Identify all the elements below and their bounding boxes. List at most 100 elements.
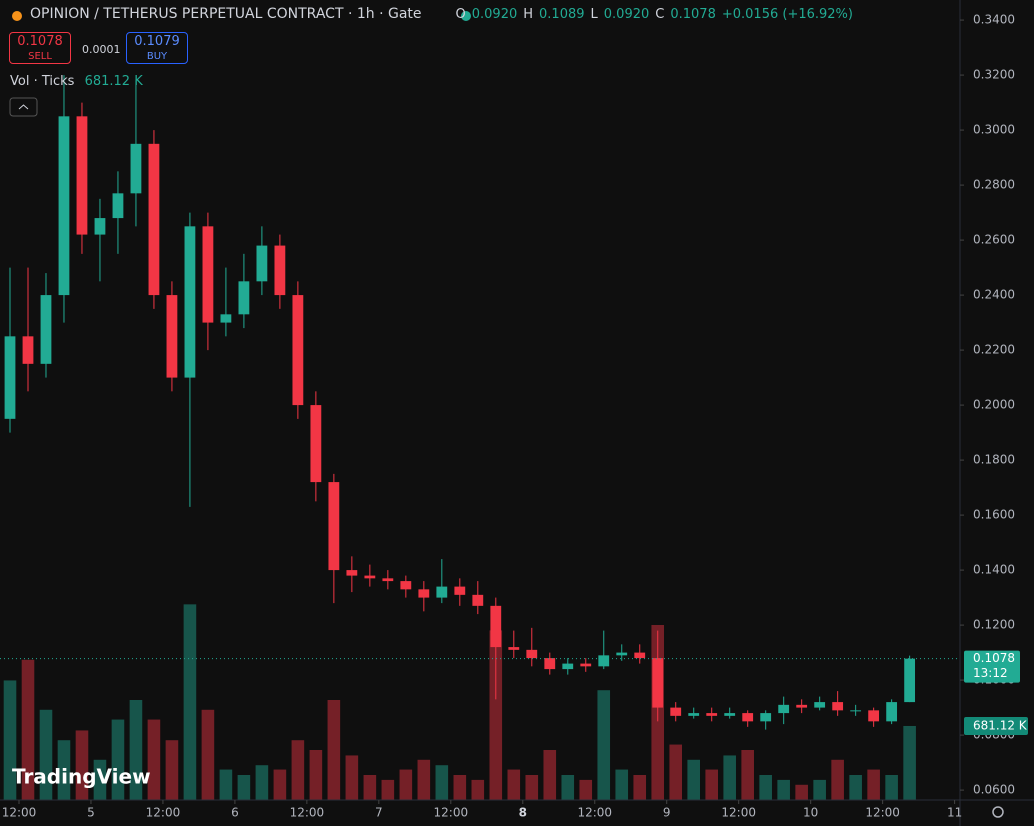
x-tick-label: 12:00 <box>146 806 181 820</box>
y-tick-label: 0.2000 <box>973 398 1015 412</box>
volume-bar <box>327 700 341 800</box>
collapse-button[interactable] <box>9 97 38 117</box>
volume-bar <box>255 765 269 800</box>
candle-body <box>58 116 70 296</box>
y-tick-label: 0.3000 <box>973 123 1015 137</box>
x-tick-label: 7 <box>375 806 383 820</box>
y-tick-label: 0.0600 <box>973 783 1015 797</box>
buy-label: BUY <box>146 51 168 62</box>
ohlc-value: 0.0920 <box>471 6 518 22</box>
candle-body <box>22 336 34 364</box>
y-tick-label: 0.1600 <box>973 508 1015 522</box>
volume-bar <box>435 765 449 800</box>
volume-bar <box>579 779 593 800</box>
symbol-icon <box>12 11 22 21</box>
y-tick-label: 0.2800 <box>973 178 1015 192</box>
volume-bar <box>507 769 521 800</box>
x-tick-label: 12:00 <box>290 806 325 820</box>
x-tick-label: 9 <box>663 806 671 820</box>
buy-price: 0.1079 <box>134 34 180 49</box>
candle-body <box>382 578 394 582</box>
ohlc-key: C <box>655 6 665 22</box>
candle-body <box>706 713 718 716</box>
volume-bar <box>723 755 736 800</box>
plot-area <box>3 75 916 800</box>
candle-body <box>904 658 916 703</box>
candle-body <box>292 295 304 406</box>
volume-bar <box>849 775 862 800</box>
volume-bar <box>417 759 431 800</box>
volume-bar <box>129 700 143 800</box>
sell-label: SELL <box>28 51 52 62</box>
x-tick-label: 12:00 <box>577 806 612 820</box>
volume-bar <box>219 769 233 800</box>
y-tick-label: 0.3400 <box>973 13 1015 27</box>
ohlc-value: 0.1089 <box>539 6 585 22</box>
candle-body <box>778 704 790 714</box>
candle-body <box>310 405 322 483</box>
volume-bar <box>633 775 647 800</box>
candle-body <box>436 586 448 598</box>
volume-bar <box>75 730 89 800</box>
candle-body <box>184 226 196 378</box>
volume-bar <box>183 604 197 800</box>
x-tick-label: 12:00 <box>434 806 469 820</box>
countdown-label: 13:12 <box>973 666 1008 680</box>
volume-bar <box>687 759 701 800</box>
ohlc-key: L <box>590 6 598 22</box>
candle-body <box>508 647 520 650</box>
volume-bar <box>885 775 898 800</box>
volume-bar <box>453 775 467 800</box>
candle-body <box>796 704 808 708</box>
sell-button[interactable]: 0.1078 SELL <box>9 32 71 64</box>
candle-body <box>130 143 142 194</box>
candle-body <box>454 586 466 595</box>
spread: 0.0001 <box>82 43 121 56</box>
candle-body <box>148 143 160 296</box>
ohlc-key: H <box>523 6 534 22</box>
volume-bar <box>759 775 772 800</box>
volume-legend-label: Vol · Ticks <box>10 74 75 89</box>
candle-body <box>544 658 556 670</box>
candle-body <box>850 710 862 712</box>
candle-body <box>634 652 646 659</box>
header: OPINION / TETHERUS PERPETUAL CONTRACT · … <box>12 6 853 22</box>
candle-body <box>598 655 610 667</box>
candle-body <box>886 702 898 722</box>
volume-bar <box>813 779 826 800</box>
volume-bar <box>597 690 611 800</box>
branding: TradingView <box>12 765 151 789</box>
volume-bar <box>93 759 107 800</box>
y-tick-label: 0.2200 <box>973 343 1015 357</box>
candle-body <box>346 570 358 576</box>
volume-bar <box>201 709 215 800</box>
volume-bar <box>39 709 53 800</box>
candle-body <box>238 281 250 315</box>
candle-body <box>688 713 700 716</box>
buy-button[interactable]: 0.1079 BUY <box>126 32 188 64</box>
volume-bar <box>525 775 539 800</box>
y-tick-label: 0.2400 <box>973 288 1015 302</box>
settings-icon[interactable] <box>992 806 1004 818</box>
volume-legend: Vol · Ticks 681.12 K <box>10 74 143 89</box>
candle-body <box>814 702 826 708</box>
volume-bar <box>3 680 17 800</box>
change: +0.0156 (+16.92%) <box>721 6 853 22</box>
volume-bar <box>399 769 413 800</box>
volume-bar <box>273 769 287 800</box>
volume-bar <box>705 769 719 800</box>
volume-label: 681.12 K <box>973 718 1028 732</box>
y-tick-label: 0.3200 <box>973 68 1015 82</box>
candle-body <box>832 702 844 711</box>
candle-body <box>364 575 376 579</box>
volume-bar <box>777 779 790 800</box>
status-dot <box>461 11 471 21</box>
candle-body <box>328 482 340 571</box>
candle-body <box>742 713 754 722</box>
volume-legend-value: 681.12 K <box>84 74 143 89</box>
candle-body <box>616 652 628 656</box>
volume-bar <box>741 750 754 800</box>
collapse-icon <box>18 104 29 110</box>
sell-price: 0.1078 <box>17 34 63 49</box>
candle-body <box>562 663 574 670</box>
